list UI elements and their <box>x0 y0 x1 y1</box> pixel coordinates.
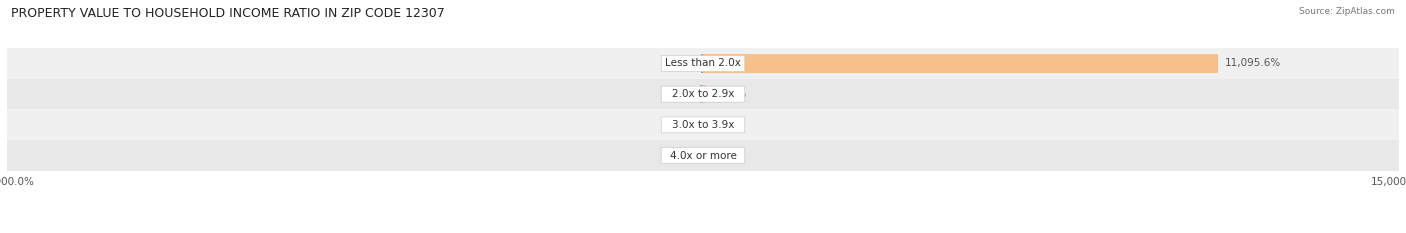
Bar <box>700 85 703 103</box>
FancyBboxPatch shape <box>7 48 1399 79</box>
Text: 2.0x to 2.9x: 2.0x to 2.9x <box>672 89 734 99</box>
Text: 4.0x or more: 4.0x or more <box>669 151 737 161</box>
FancyBboxPatch shape <box>7 79 1399 110</box>
Text: PROPERTY VALUE TO HOUSEHOLD INCOME RATIO IN ZIP CODE 12307: PROPERTY VALUE TO HOUSEHOLD INCOME RATIO… <box>11 7 444 20</box>
Bar <box>703 54 1218 73</box>
FancyBboxPatch shape <box>661 55 745 72</box>
FancyBboxPatch shape <box>7 110 1399 140</box>
Text: 5.2%: 5.2% <box>669 151 696 161</box>
Bar <box>703 85 706 103</box>
Text: 11,095.6%: 11,095.6% <box>1225 58 1281 69</box>
Text: 3.0x to 3.9x: 3.0x to 3.9x <box>672 120 734 130</box>
Text: 10.3%: 10.3% <box>710 151 744 161</box>
Bar <box>702 54 703 73</box>
Text: 34.1%: 34.1% <box>661 58 695 69</box>
FancyBboxPatch shape <box>661 117 745 133</box>
FancyBboxPatch shape <box>661 86 745 102</box>
FancyBboxPatch shape <box>7 140 1399 171</box>
Text: 4.4%: 4.4% <box>710 120 737 130</box>
Text: Source: ZipAtlas.com: Source: ZipAtlas.com <box>1299 7 1395 16</box>
Text: 57.5%: 57.5% <box>661 89 693 99</box>
Text: 67.2%: 67.2% <box>713 89 747 99</box>
Text: Less than 2.0x: Less than 2.0x <box>665 58 741 69</box>
Text: 0.0%: 0.0% <box>669 120 696 130</box>
FancyBboxPatch shape <box>661 147 745 164</box>
